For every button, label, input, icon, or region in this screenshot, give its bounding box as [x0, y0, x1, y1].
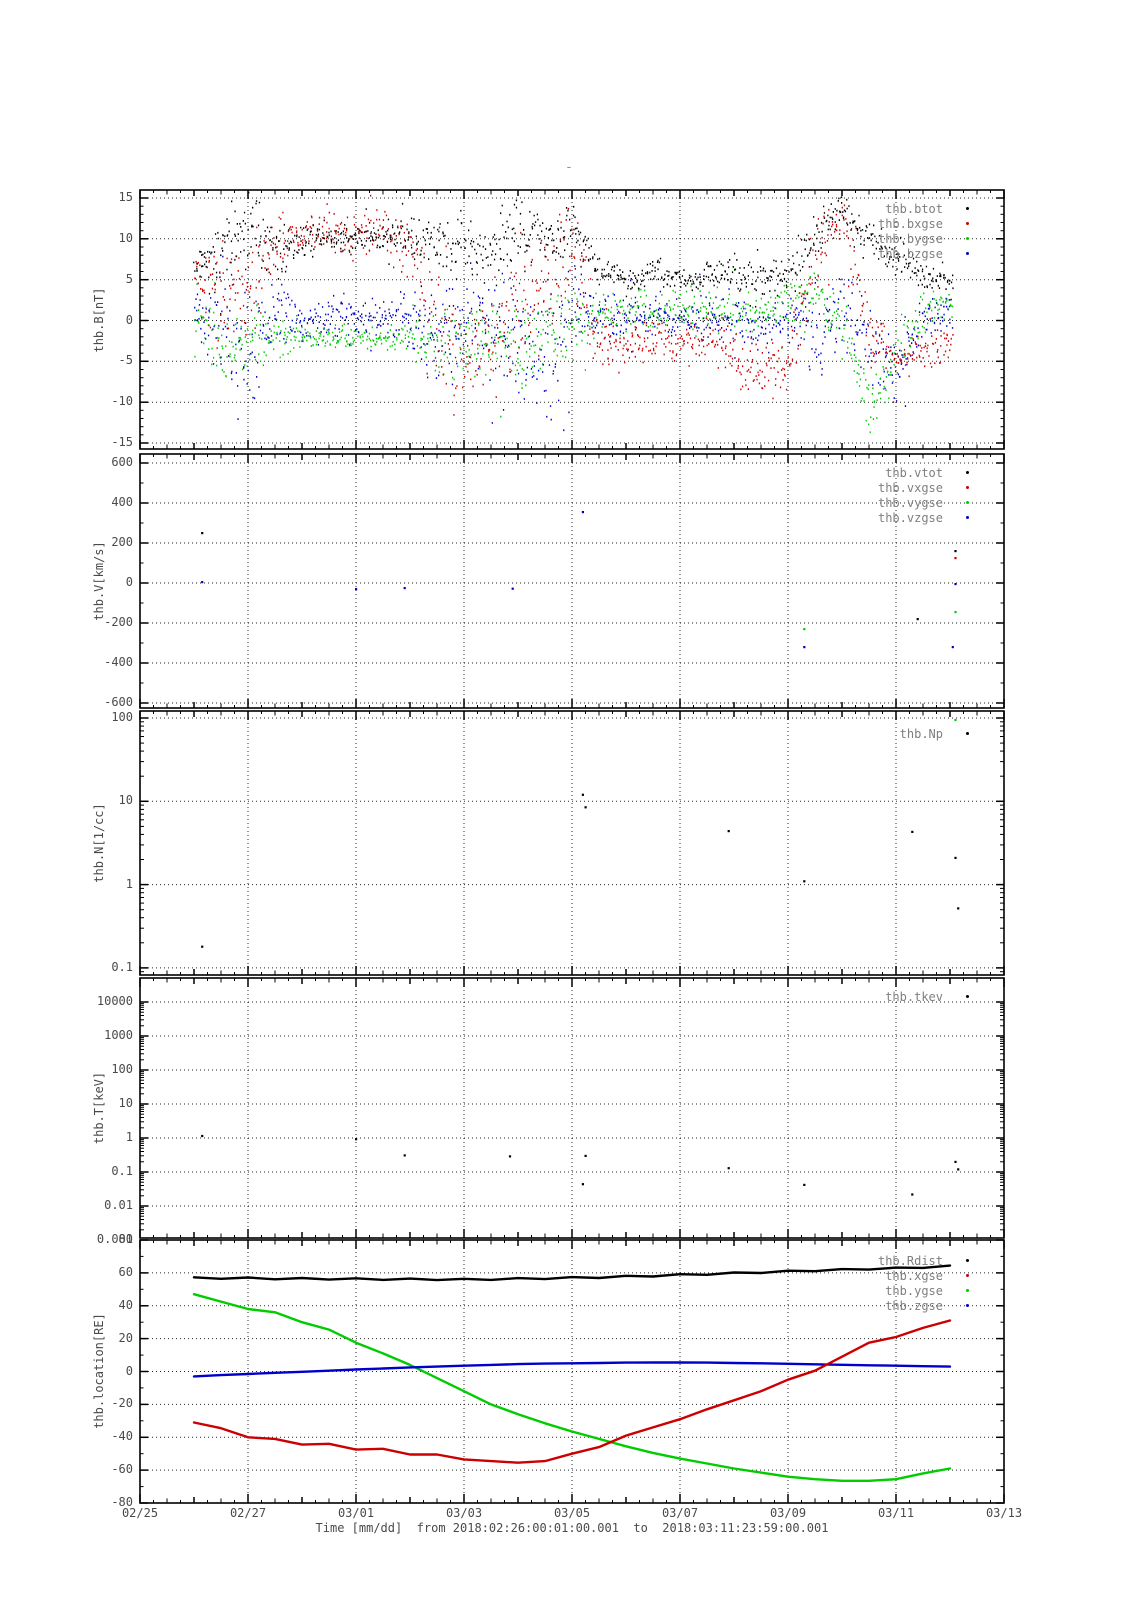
legend-row: thb.btot — [0, 202, 1131, 216]
y-tick-label: 20 — [118, 1331, 133, 1345]
x-tick-label: 02/27 — [229, 1506, 267, 1520]
y-tick-label: 100 — [111, 710, 133, 724]
legend-marker-dot — [966, 516, 969, 519]
y-tick-label: -10 — [111, 394, 133, 408]
x-tick-label: 03/05 — [553, 1506, 591, 1520]
y-tick-label: 600 — [111, 455, 133, 469]
legend-label: thb.bxgse — [877, 217, 943, 231]
legend-row: thb.tkev — [0, 990, 1131, 1004]
y-tick-label: -400 — [104, 655, 133, 669]
legend-label: thb.Np — [899, 727, 943, 741]
legend-label: thb.vtot — [885, 466, 943, 480]
y-tick-label: 1000 — [104, 1028, 133, 1042]
y-axis-title-t: thb.T[keV] — [92, 1071, 106, 1145]
y-tick-label: -15 — [111, 435, 133, 449]
y-tick-label: -80 — [111, 1495, 133, 1509]
y-axis-title-location: thb.location[RE] — [92, 1313, 106, 1429]
legend-marker-dot — [966, 732, 969, 735]
legend-marker-dot — [966, 1274, 969, 1277]
y-tick-label: 10 — [118, 793, 133, 807]
legend-label: thb.xgse — [885, 1269, 943, 1283]
legend-label: thb.ygse — [885, 1284, 943, 1298]
y-tick-label: 10 — [118, 231, 133, 245]
legend-row: thb.vzgse — [0, 511, 1131, 525]
legend-row: thb.ygse — [0, 1284, 1131, 1298]
y-tick-label: -200 — [104, 615, 133, 629]
legend-label: thb.bygse — [877, 232, 943, 246]
y-tick-label: 15 — [118, 190, 133, 204]
x-tick-label: 02/25 — [121, 1506, 159, 1520]
x-tick-label: 03/01 — [337, 1506, 375, 1520]
y-tick-label: 10000 — [96, 994, 133, 1008]
legend-marker-dot — [966, 486, 969, 489]
legend-row: thb.Np — [0, 727, 1131, 741]
y-tick-label: 100 — [111, 1062, 133, 1076]
legend-label: thb.bzgse — [877, 247, 943, 261]
legend-row: thb.bxgse — [0, 217, 1131, 231]
x-axis-title: Time [mm/dd] from 2018:02:26:00:01:00.00… — [315, 1521, 829, 1535]
y-tick-label: 0.001 — [96, 1232, 133, 1246]
x-tick-label: 03/11 — [877, 1506, 915, 1520]
legend-row: thb.bygse — [0, 232, 1131, 246]
legend-row: thb.xgse — [0, 1269, 1131, 1283]
y-tick-label: -60 — [111, 1462, 133, 1476]
y-tick-label: 40 — [118, 1298, 133, 1312]
y-tick-label: 80 — [118, 1232, 133, 1246]
legend-row: thb.vygse — [0, 496, 1131, 510]
legend-marker-dot — [966, 1289, 969, 1292]
x-tick-label: 03/13 — [985, 1506, 1023, 1520]
y-tick-label: 0.1 — [111, 1164, 133, 1178]
y-axis-title-n: thb.N[1/cc] — [92, 803, 106, 883]
legend-marker-dot — [966, 222, 969, 225]
y-tick-label: 0.1 — [111, 960, 133, 974]
y-tick-label: 400 — [111, 495, 133, 509]
y-tick-label: 60 — [118, 1265, 133, 1279]
x-tick-label: 03/09 — [769, 1506, 807, 1520]
legend-marker-dot — [966, 1259, 969, 1262]
y-tick-label: 0.01 — [104, 1198, 133, 1212]
legend-label: thb.tkev — [885, 990, 943, 1004]
y-tick-label: 0 — [125, 1364, 133, 1378]
y-tick-label: 0 — [125, 575, 133, 589]
y-tick-label: -5 — [118, 353, 133, 367]
legend-row: thb.zgse — [0, 1299, 1131, 1313]
x-tick-label: 03/03 — [445, 1506, 483, 1520]
legend-row: thb.vxgse — [0, 481, 1131, 495]
y-tick-label: -600 — [104, 695, 133, 709]
legend-marker-dot — [966, 471, 969, 474]
y-tick-label: 1 — [125, 877, 133, 891]
legend-marker-dot — [966, 237, 969, 240]
legend-marker-dot — [966, 1304, 969, 1307]
legend-row: thb.Rdist — [0, 1254, 1131, 1268]
y-tick-label: 10 — [118, 1096, 133, 1110]
y-tick-label: 200 — [111, 535, 133, 549]
y-axis-title-v: thb.V[km/s] — [92, 541, 106, 621]
y-tick-label: 5 — [125, 272, 133, 286]
y-tick-label: -40 — [111, 1429, 133, 1443]
legend-label: thb.vygse — [877, 496, 943, 510]
legend-row: thb.vtot — [0, 466, 1131, 480]
figure-title-dash: - — [565, 160, 573, 175]
legend-marker-dot — [966, 252, 969, 255]
y-tick-label: -20 — [111, 1396, 133, 1410]
legend-label: thb.btot — [885, 202, 943, 216]
legend-label: thb.vzgse — [877, 511, 943, 525]
x-tick-label: 03/07 — [661, 1506, 699, 1520]
y-tick-label: 1 — [125, 1130, 133, 1144]
legend-label: thb.Rdist — [877, 1254, 943, 1268]
legend-marker-dot — [966, 501, 969, 504]
legend-marker-dot — [966, 207, 969, 210]
legend-row: thb.bzgse — [0, 247, 1131, 261]
legend-label: thb.vxgse — [877, 481, 943, 495]
legend-marker-dot — [966, 995, 969, 998]
legend-label: thb.zgse — [885, 1299, 943, 1313]
y-axis-title-b: thb.B[nT] — [92, 287, 106, 353]
y-tick-label: 0 — [125, 313, 133, 327]
